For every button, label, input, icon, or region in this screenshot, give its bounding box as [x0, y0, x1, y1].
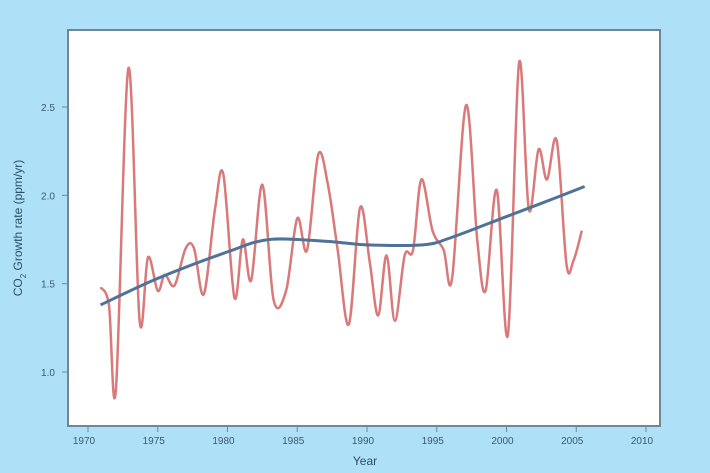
x-tick-label: 2010	[631, 436, 654, 447]
x-tick-label: 1970	[73, 436, 96, 447]
y-tick-label: 2.0	[41, 191, 55, 202]
y-axis-label: CO2 Growth rate (ppm/yr)	[11, 160, 28, 296]
y-tick-label: 2.5	[41, 103, 55, 114]
x-tick-label: 1995	[422, 436, 445, 447]
trend-line	[99, 185, 586, 307]
x-tick-label: 1980	[212, 436, 235, 447]
y-tick-label: 1.0	[41, 368, 55, 379]
plot-area	[67, 29, 661, 427]
x-tick-label: 1990	[352, 436, 375, 447]
x-tick-label: 2005	[561, 436, 584, 447]
y-tick-label: 1.5	[41, 280, 55, 291]
x-axis-label: Year	[353, 454, 377, 468]
x-tick-label: 1985	[282, 436, 305, 447]
x-tick-label: 1975	[143, 436, 166, 447]
x-tick-label: 2000	[491, 436, 514, 447]
